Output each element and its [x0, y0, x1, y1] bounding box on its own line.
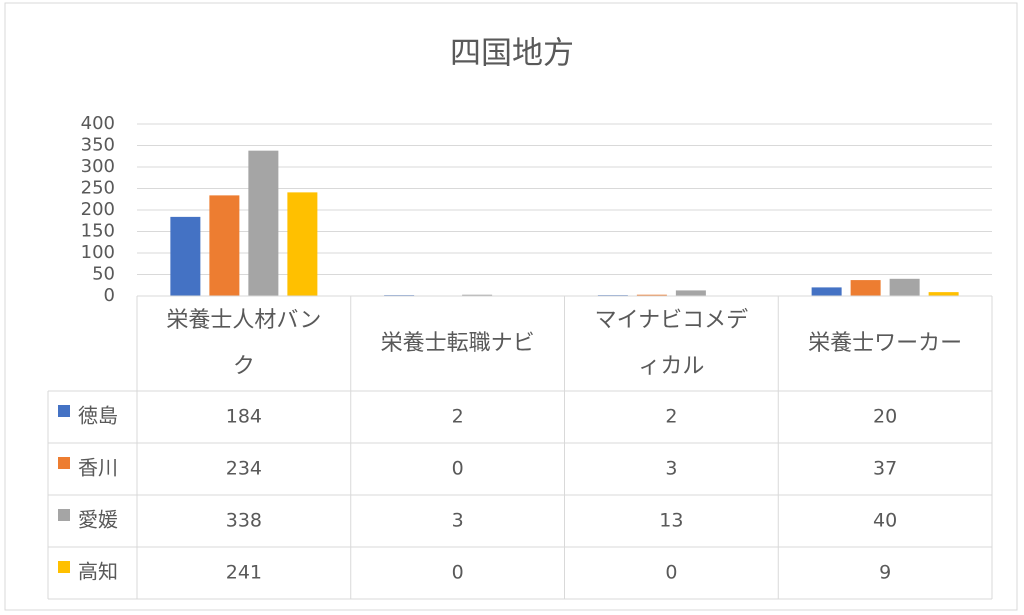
y-tick-label: 250: [81, 178, 115, 199]
table-value: 9: [879, 562, 891, 584]
bar: [811, 287, 842, 296]
chart-border: [4, 2, 1018, 611]
table-value: 241: [226, 562, 262, 584]
table-value: 20: [873, 406, 897, 428]
y-tick-label: 150: [81, 221, 115, 242]
y-tick-label: 100: [81, 242, 115, 263]
table-value: 338: [226, 510, 262, 532]
legend-label: 徳島: [78, 404, 118, 428]
category-cell: 栄養士人材バンク: [166, 307, 322, 379]
bar: [170, 216, 201, 296]
bar: [889, 278, 920, 296]
y-tick-label: 200: [81, 199, 115, 220]
legend-label: 愛媛: [78, 508, 118, 532]
table-value: 184: [226, 406, 262, 428]
table-value: 37: [873, 458, 897, 480]
category-cell: マイナビコメディカル: [594, 307, 749, 379]
legend-key: [58, 509, 70, 521]
table-value: 0: [452, 562, 464, 584]
legend-label: 高知: [78, 560, 118, 584]
legend-key: [58, 561, 70, 573]
table-value: 0: [452, 458, 464, 480]
table-value: 234: [226, 458, 262, 480]
table-value: 2: [665, 406, 677, 428]
table-value: 3: [452, 510, 464, 532]
y-tick-label: 300: [81, 156, 115, 177]
y-tick-label: 400: [81, 113, 115, 134]
category-cell: 栄養士ワーカー: [808, 330, 963, 356]
bar: [850, 280, 881, 296]
bar: [248, 150, 279, 296]
bar: [928, 292, 959, 296]
chart-title: 四国地方: [450, 36, 574, 72]
table-value: 40: [873, 510, 897, 532]
x-tick-label: マイナビコメディカル: [594, 307, 749, 379]
legend-key: [58, 405, 70, 417]
bar: [675, 290, 706, 296]
y-tick-label: 50: [92, 264, 115, 285]
bar: [209, 195, 240, 296]
bar: [287, 192, 318, 296]
y-tick-label: 0: [104, 285, 115, 306]
table-value: 3: [665, 458, 677, 480]
y-tick-label: 350: [81, 135, 115, 156]
bar: [636, 294, 667, 296]
category-cell: 栄養士転職ナビ: [380, 330, 535, 356]
legend-key: [58, 457, 70, 469]
table-value: 2: [452, 406, 464, 428]
legend-label: 香川: [78, 456, 118, 480]
x-tick-label: 栄養士ワーカー: [808, 330, 963, 356]
bar: [462, 294, 493, 296]
x-tick-label: 栄養士人材バンク: [166, 307, 322, 379]
x-tick-label: 栄養士転職ナビ: [380, 330, 535, 356]
table-value: 0: [665, 562, 677, 584]
table-value: 13: [659, 510, 683, 532]
